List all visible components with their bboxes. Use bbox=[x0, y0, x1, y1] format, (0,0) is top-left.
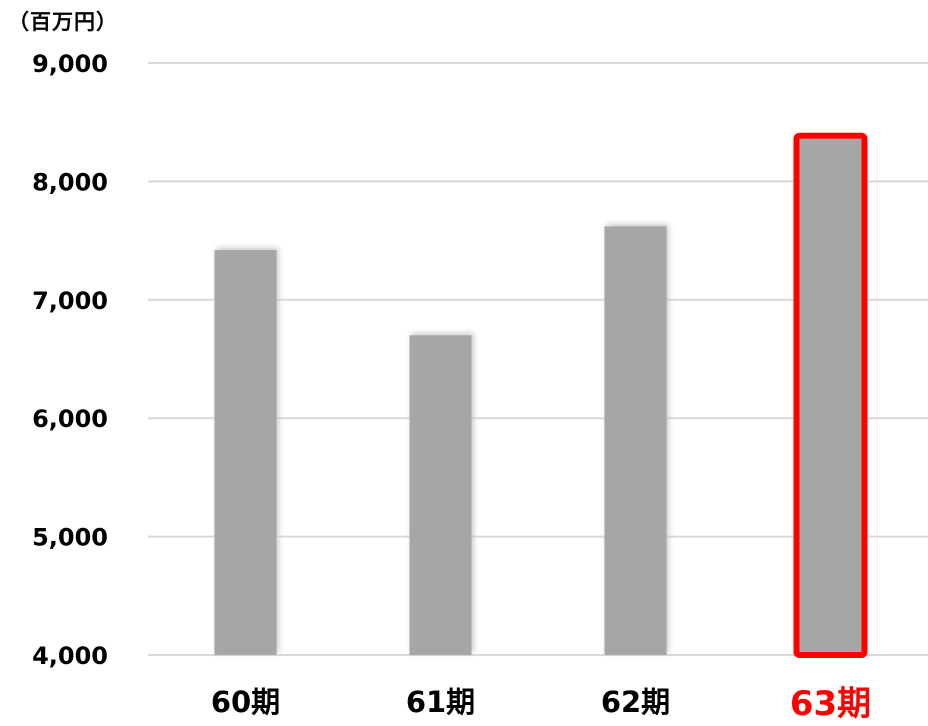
y-tick-label: 5,000 bbox=[32, 524, 108, 552]
y-tick-label: 6,000 bbox=[32, 405, 108, 433]
y-tick-label: 9,000 bbox=[32, 50, 108, 78]
y-axis-ticks: 4,000 5,000 6,000 7,000 8,000 9,000 bbox=[32, 50, 108, 670]
bar-60期 bbox=[214, 250, 277, 655]
y-tick-label: 8,000 bbox=[32, 168, 108, 196]
bars bbox=[214, 132, 868, 658]
bar-62期 bbox=[604, 226, 667, 655]
y-tick-label: 7,000 bbox=[32, 287, 108, 315]
x-tick-label: 61期 bbox=[406, 685, 475, 719]
x-tick-label: 63期 bbox=[790, 684, 871, 722]
y-axis-unit-label: （百万円） bbox=[8, 10, 118, 34]
bar-63期 bbox=[799, 138, 862, 655]
x-tick-label: 62期 bbox=[601, 685, 670, 719]
x-tick-label: 60期 bbox=[211, 685, 280, 719]
highlight-outline bbox=[793, 132, 868, 658]
bar-61期 bbox=[409, 335, 472, 655]
x-axis-ticks: 60期 61期 62期 63期 bbox=[211, 684, 871, 724]
y-tick-label: 4,000 bbox=[32, 642, 108, 670]
